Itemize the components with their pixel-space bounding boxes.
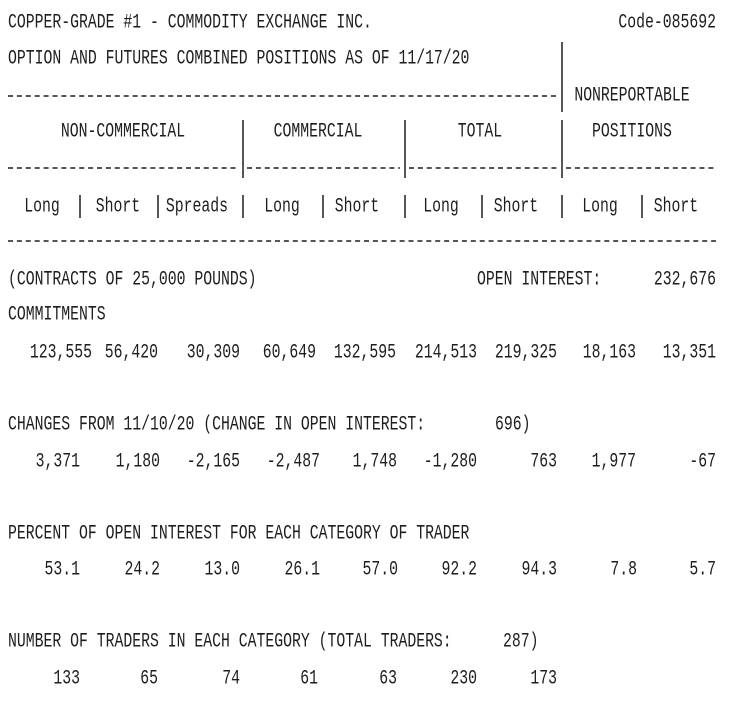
group-header: NON-COMMERCIAL xyxy=(61,120,185,143)
column-header: Long xyxy=(582,195,618,218)
group-header: NONREPORTABLE xyxy=(574,84,689,107)
value: 1,180 xyxy=(116,450,160,473)
section-label: PERCENT OF OPEN INTEREST FOR EACH CATEGO… xyxy=(8,522,470,545)
column-header: Long xyxy=(264,195,300,218)
value: 13.0 xyxy=(204,558,240,581)
section-note: 287) xyxy=(503,630,539,653)
value: 132,595 xyxy=(334,341,396,364)
value: 123,555 xyxy=(30,341,92,364)
title: COPPER-GRADE #1 - COMMODITY EXCHANGE INC… xyxy=(8,11,372,34)
group-header: POSITIONS xyxy=(592,120,672,143)
value: -2,165 xyxy=(187,450,240,473)
value: 92.2 xyxy=(441,558,477,581)
column-header: Short xyxy=(494,195,538,218)
column-header: Short xyxy=(96,195,140,218)
value: 214,513 xyxy=(415,341,477,364)
value: 13,351 xyxy=(663,341,716,364)
value: 7.8 xyxy=(610,558,637,581)
column-header: Long xyxy=(24,195,60,218)
value: 763 xyxy=(530,450,557,473)
value: 26.1 xyxy=(284,558,320,581)
section-label: COMMITMENTS xyxy=(8,303,106,326)
value: 1,748 xyxy=(353,450,397,473)
column-header: Short xyxy=(335,195,379,218)
value: 65 xyxy=(140,667,158,690)
value: 24.2 xyxy=(124,558,160,581)
value: 30,309 xyxy=(187,341,240,364)
value: -2,487 xyxy=(267,450,320,473)
value: 133 xyxy=(53,667,80,690)
value: 56,420 xyxy=(105,341,158,364)
value: 53.1 xyxy=(44,558,80,581)
value: -67 xyxy=(689,450,716,473)
value: 1,977 xyxy=(592,450,636,473)
section-label: CHANGES FROM 11/10/20 (CHANGE IN OPEN IN… xyxy=(8,413,425,436)
value: 18,163 xyxy=(583,341,636,364)
group-header: TOTAL xyxy=(458,120,502,143)
subtitle: OPTION AND FUTURES COMBINED POSITIONS AS… xyxy=(8,47,469,70)
open-interest-label: OPEN INTEREST: xyxy=(477,268,601,291)
column-header: Long xyxy=(423,195,459,218)
value: 61 xyxy=(300,667,318,690)
column-header: Spreads xyxy=(166,195,228,218)
column-header: Short xyxy=(654,195,698,218)
value: 219,325 xyxy=(495,341,557,364)
value: 3,371 xyxy=(36,450,80,473)
value: 5.7 xyxy=(689,558,716,581)
value: 63 xyxy=(379,667,397,690)
section-note: 696) xyxy=(495,413,531,436)
units: (CONTRACTS OF 25,000 POUNDS) xyxy=(8,268,256,291)
open-interest: 232,676 xyxy=(654,268,716,291)
value: 74 xyxy=(222,667,240,690)
code: Code-085692 xyxy=(618,11,716,34)
value: 60,649 xyxy=(263,341,316,364)
value: 230 xyxy=(450,667,477,690)
value: 173 xyxy=(530,667,557,690)
rules xyxy=(8,42,716,242)
value: 94.3 xyxy=(521,558,557,581)
text-layer: COPPER-GRADE #1 - COMMODITY EXCHANGE INC… xyxy=(8,11,716,690)
value: 57.0 xyxy=(362,558,398,581)
value: -1,280 xyxy=(424,450,477,473)
section-label: NUMBER OF TRADERS IN EACH CATEGORY (TOTA… xyxy=(8,630,452,653)
group-header: COMMERCIAL xyxy=(274,120,363,143)
